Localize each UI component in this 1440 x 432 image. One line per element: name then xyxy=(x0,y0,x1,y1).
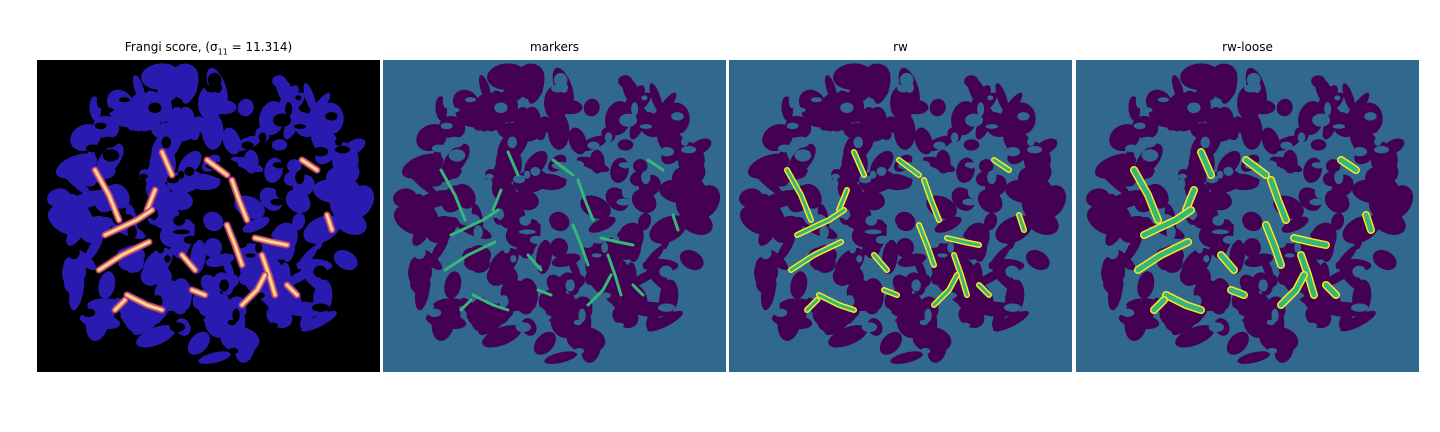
rw-image xyxy=(729,60,1072,372)
frangi-image-panel xyxy=(37,60,380,372)
vessel-highlights xyxy=(91,148,336,314)
rw-panel-title: rw xyxy=(893,40,908,54)
frangi-panel-title: Frangi score, (σ11 = 11.314) xyxy=(124,40,293,57)
rw-loose-image xyxy=(1076,60,1419,372)
vessel-segments xyxy=(784,149,1027,313)
frangi-image xyxy=(37,60,380,372)
markers-panel-title: markers xyxy=(529,40,580,54)
vessel-segments xyxy=(439,150,680,312)
rw-loose-image-panel xyxy=(1076,60,1419,372)
rw-loose-panel-title: rw-loose xyxy=(1222,40,1273,54)
markers-image-panel xyxy=(383,60,726,372)
markers-image xyxy=(383,60,726,372)
rw-image-panel xyxy=(729,60,1072,372)
vessel-segments xyxy=(1130,148,1375,314)
